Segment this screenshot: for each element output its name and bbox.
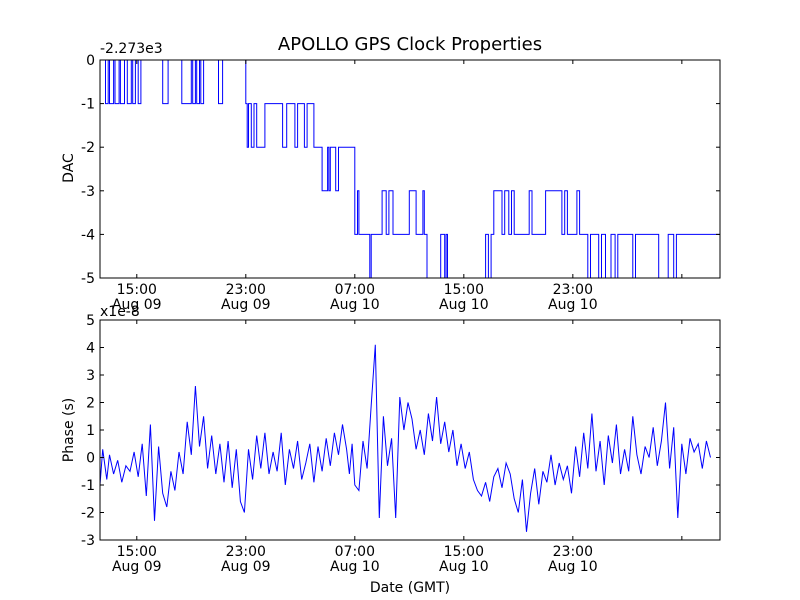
chart-title: APOLLO GPS Clock Properties [278, 34, 542, 55]
dac-ytick-label: -4 [81, 227, 95, 243]
phase-ytick-label: 4 [86, 341, 95, 357]
dac-xtick-time: 23:00 [226, 282, 266, 298]
dac-plot-area [100, 59, 720, 279]
dac-xtick-date: Aug 10 [439, 297, 489, 313]
phase-ytick-label: 3 [86, 368, 95, 384]
dac-offset-label: -2.273e3 [100, 41, 163, 57]
phase-xtick-time: 15:00 [117, 544, 157, 560]
phase-xtick-time: 23:00 [553, 544, 593, 560]
phase-xtick-date: Aug 09 [112, 559, 162, 575]
phase-ytick-label: -1 [81, 478, 95, 494]
phase-xlabel: Date (GMT) [370, 580, 450, 596]
phase-xtick-time: 07:00 [335, 544, 375, 560]
phase-xtick-time: 15:00 [444, 544, 484, 560]
phase-xtick-date: Aug 10 [439, 559, 489, 575]
dac-ytick-label: -5 [81, 271, 95, 287]
phase-xtick-date: Aug 10 [548, 559, 598, 575]
phase-series-line [99, 344, 711, 532]
phase-ytick-label: 1 [86, 423, 95, 439]
phase-xtick-time: 23:00 [226, 544, 266, 560]
dac-y-axis: 0 -1 -2 -3 -4 -5 [81, 53, 720, 287]
dac-ytick-label: -3 [81, 184, 95, 200]
dac-ytick-label: -1 [81, 97, 95, 113]
phase-ytick-label: -3 [81, 533, 95, 549]
phase-offset-label: x1e-8 [100, 304, 140, 320]
phase-ytick-label: 5 [86, 313, 95, 329]
dac-xtick-date: Aug 10 [548, 297, 598, 313]
phase-ylabel: Phase (s) [61, 398, 77, 462]
dac-ylabel: DAC [61, 153, 77, 183]
dac-xtick-time: 07:00 [335, 282, 375, 298]
phase-xtick-date: Aug 09 [221, 559, 271, 575]
dac-ytick-label: 0 [86, 53, 95, 69]
dac-xtick-date: Aug 10 [330, 297, 380, 313]
phase-y-axis: 5 4 3 2 1 0 -1 -2 -3 [81, 313, 720, 549]
dac-ytick-label: -2 [81, 140, 95, 156]
dac-xtick-date: Aug 09 [221, 297, 271, 313]
dac-series-line [100, 59, 720, 279]
dac-xtick-time: 15:00 [117, 282, 157, 298]
phase-ytick-label: 2 [86, 396, 95, 412]
dac-xtick-time: 23:00 [553, 282, 593, 298]
phase-plot-area [99, 344, 711, 532]
dac-plot-frame [99, 59, 721, 279]
dac-chart: APOLLO GPS Clock Properties -2.273e3 DAC… [61, 34, 721, 313]
phase-ytick-label: -2 [81, 506, 95, 522]
dac-xtick-date: Aug 09 [112, 297, 162, 313]
phase-ytick-label: 0 [86, 451, 95, 467]
dac-xtick-time: 15:00 [444, 282, 484, 298]
phase-xtick-date: Aug 10 [330, 559, 380, 575]
